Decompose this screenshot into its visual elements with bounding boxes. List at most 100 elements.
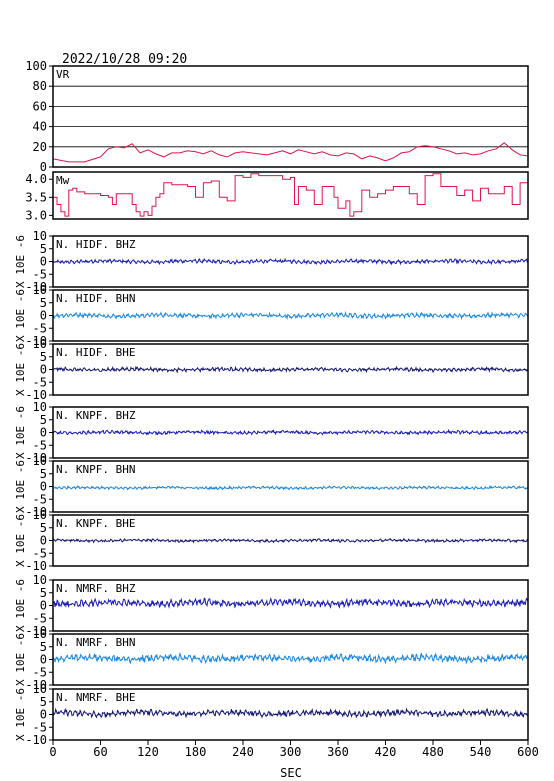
y-tick-label: -10 <box>25 334 47 348</box>
panel-1: 3.0 3.5 4.0 Mw <box>25 171 529 222</box>
y-tick-label: 0 <box>40 599 47 613</box>
y-axis-label: X 10E -6 <box>14 406 27 459</box>
y-tick-label: 5 <box>40 521 47 535</box>
y-axis-label: X 10E -6 <box>14 688 27 741</box>
y-tick-label: -5 <box>33 720 47 734</box>
series-line <box>52 428 529 436</box>
y-tick-label: -5 <box>33 492 47 506</box>
y-tick-label: 60 <box>33 99 47 113</box>
y-tick-label: -10 <box>25 733 47 747</box>
y-axis-label: X 10E -6 <box>14 235 27 288</box>
series-line <box>52 142 529 163</box>
y-tick-label: 100 <box>25 59 47 73</box>
panel-frame <box>52 406 529 459</box>
series-line <box>52 537 529 544</box>
y-tick-label: 80 <box>33 79 47 93</box>
y-tick-label: 0 <box>40 534 47 548</box>
y-tick-label: 5 <box>40 586 47 600</box>
y-tick-label: 5 <box>40 350 47 364</box>
series-line <box>52 707 529 719</box>
x-tick-label: 300 <box>280 745 302 759</box>
panel-0: 0 20 40 60 80 100 VR <box>25 59 529 174</box>
panel-frame <box>52 579 529 632</box>
y-tick-label: 40 <box>33 120 47 134</box>
y-tick-label: 3.0 <box>25 208 47 222</box>
datetime-label: 2022/10/28 09:20 <box>62 52 187 67</box>
panel-frame <box>52 171 529 220</box>
y-tick-label: 0 <box>40 160 47 174</box>
series-line <box>52 365 529 374</box>
panel-label: N. HIDF. BHN <box>56 292 135 305</box>
y-tick-label: -10 <box>25 624 47 638</box>
y-tick-label: -5 <box>33 665 47 679</box>
y-tick-label: 10 <box>33 627 47 641</box>
panel-frame <box>52 235 529 288</box>
y-tick-label: 0 <box>40 480 47 494</box>
x-tick-label: 180 <box>185 745 207 759</box>
series-line <box>53 484 529 491</box>
x-tick-label: 60 <box>93 745 107 759</box>
y-tick-label: -5 <box>33 438 47 452</box>
series-line <box>52 651 529 665</box>
y-tick-label: 10 <box>33 400 47 414</box>
y-tick-label: 3.5 <box>25 190 47 204</box>
series-line <box>53 173 529 217</box>
panel-frame <box>52 633 529 686</box>
x-tick-label: 0 <box>49 745 56 759</box>
y-tick-label: 0 <box>40 653 47 667</box>
y-tick-label: -10 <box>25 388 47 402</box>
y-tick-label: 4.0 <box>25 172 47 186</box>
y-tick-label: 0 <box>40 426 47 440</box>
y-tick-label: 5 <box>40 695 47 709</box>
x-tick-label: 480 <box>422 745 444 759</box>
x-tick-label: 600 <box>517 745 539 759</box>
y-tick-label: 0 <box>40 708 47 722</box>
y-tick-label: -10 <box>25 559 47 573</box>
panel-label: N. NMRF. BHZ <box>56 582 136 595</box>
y-tick-label: 5 <box>40 242 47 256</box>
y-tick-label: 10 <box>33 337 47 351</box>
y-tick-label: 10 <box>33 573 47 587</box>
series-line <box>52 597 529 609</box>
y-tick-label: 5 <box>40 640 47 654</box>
y-tick-label: -5 <box>33 375 47 389</box>
panel-frame <box>52 514 529 567</box>
panel-label: N. HIDF. BHZ <box>56 238 136 251</box>
x-tick-label: 240 <box>232 745 254 759</box>
x-tick-label: 420 <box>375 745 397 759</box>
y-tick-label: -10 <box>25 451 47 465</box>
y-tick-label: 5 <box>40 296 47 310</box>
y-tick-label: 5 <box>40 467 47 481</box>
panel-frame <box>52 343 529 396</box>
x-tick-label: 540 <box>470 745 492 759</box>
x-tick-label: 360 <box>327 745 349 759</box>
y-tick-label: 10 <box>33 508 47 522</box>
series-line <box>52 257 529 266</box>
panel-frame <box>52 289 529 342</box>
y-tick-label: 10 <box>33 229 47 243</box>
y-axis-label: X 10E -6 <box>14 460 27 513</box>
panel-label: Mw <box>56 174 70 187</box>
y-axis-label: X 10E -6 <box>14 343 27 396</box>
y-axis-label: X 10E -6 <box>14 579 27 632</box>
panel-label: N. KNPF. BHE <box>56 517 135 530</box>
y-tick-label: 10 <box>33 454 47 468</box>
y-tick-label: 5 <box>40 413 47 427</box>
y-tick-label: -10 <box>25 505 47 519</box>
panel-frame <box>52 65 529 168</box>
y-tick-label: -5 <box>33 321 47 335</box>
series-line <box>52 310 529 321</box>
panel-label: VR <box>56 68 70 81</box>
x-tick-label: 120 <box>137 745 159 759</box>
y-axis-label: X 10E -6 <box>14 633 27 686</box>
